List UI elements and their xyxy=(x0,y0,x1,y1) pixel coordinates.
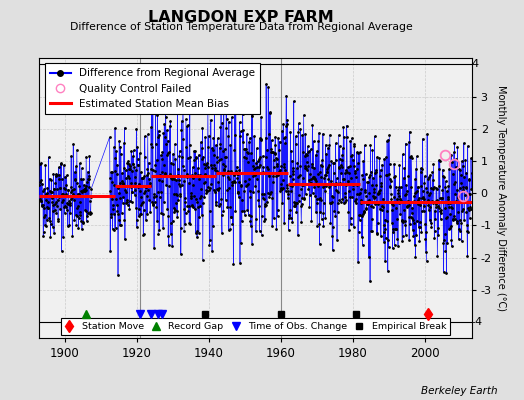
Legend: Station Move, Record Gap, Time of Obs. Change, Empirical Break: Station Move, Record Gap, Time of Obs. C… xyxy=(61,318,450,335)
Text: Berkeley Earth: Berkeley Earth xyxy=(421,386,498,396)
Text: Difference of Station Temperature Data from Regional Average: Difference of Station Temperature Data f… xyxy=(70,22,412,32)
Text: LANGDON EXP FARM: LANGDON EXP FARM xyxy=(148,10,334,25)
Text: 4: 4 xyxy=(472,60,479,70)
Y-axis label: Monthly Temperature Anomaly Difference (°C): Monthly Temperature Anomaly Difference (… xyxy=(496,85,506,311)
Text: -4: -4 xyxy=(472,317,483,327)
